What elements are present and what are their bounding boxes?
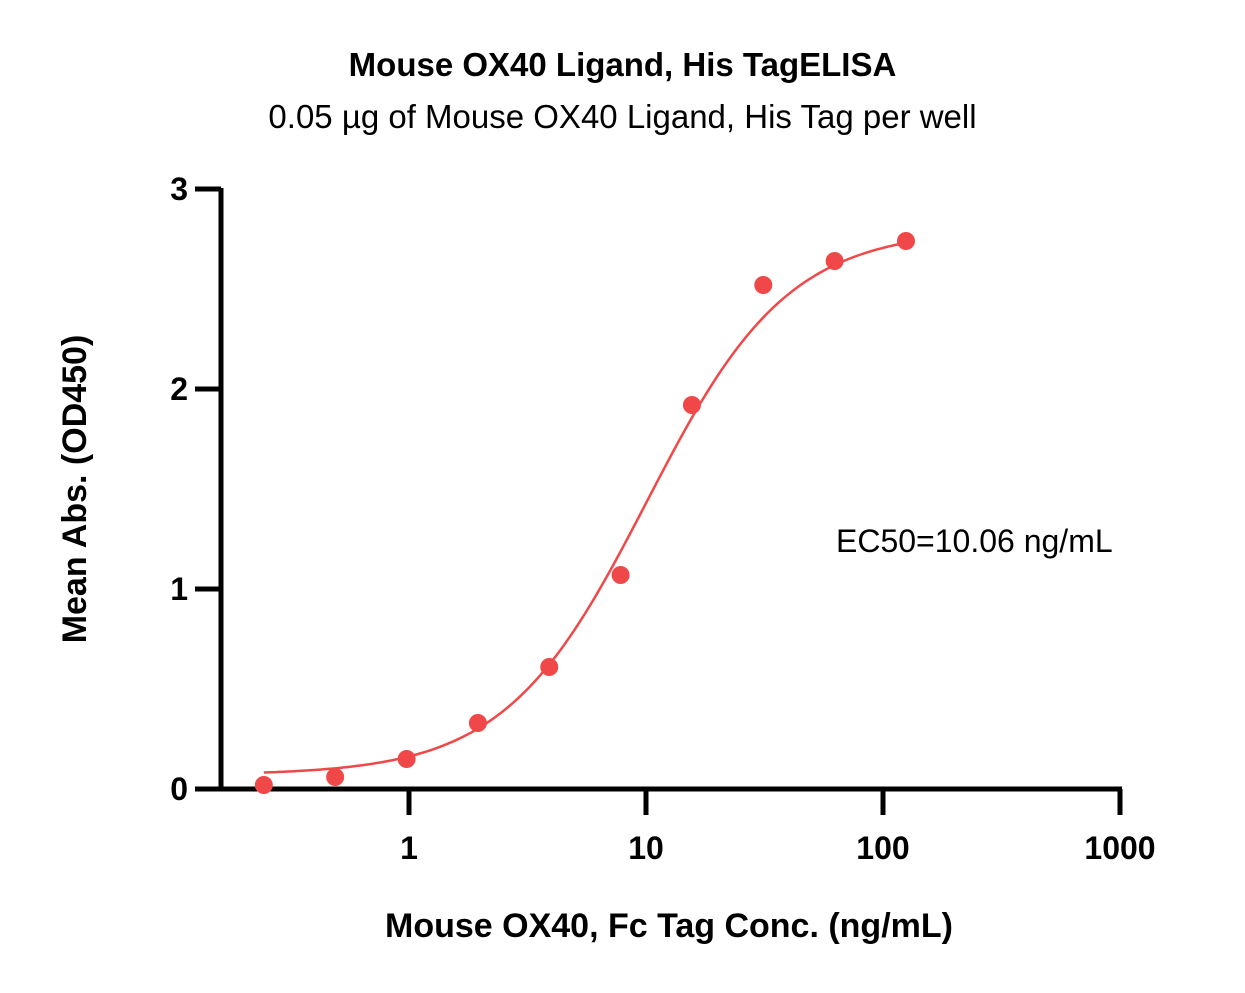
- chart-subtitle: 0.05 µg of Mouse OX40 Ligand, His Tag pe…: [268, 98, 977, 135]
- data-point: [611, 566, 630, 584]
- data-point: [682, 396, 701, 414]
- chart-title: Mouse OX40 Ligand, His TagELISA: [348, 46, 897, 83]
- data-point: [896, 232, 915, 250]
- x-tick-label: 10: [628, 830, 664, 866]
- y-tick-label: 0: [170, 771, 188, 807]
- data-point: [468, 714, 487, 732]
- axes: [195, 188, 1122, 792]
- y-ticks: 0 1 2 3: [170, 171, 221, 807]
- data-point: [754, 276, 773, 294]
- x-ticks: 1 10 100 1000: [400, 789, 1156, 866]
- y-tick-label: 2: [170, 371, 188, 407]
- fit-curve: [263, 241, 907, 774]
- ec50-annotation: EC50=10.06 ng/mL: [836, 523, 1113, 559]
- x-axis-title: Mouse OX40, Fc Tag Conc. (ng/mL): [385, 907, 953, 945]
- y-axis-title: Mean Abs. (OD450): [56, 335, 94, 644]
- x-tick-label: 1: [400, 830, 418, 866]
- data-point: [254, 776, 273, 794]
- data-point: [825, 252, 844, 270]
- data-points: [254, 232, 915, 794]
- x-tick-label: 100: [856, 830, 909, 866]
- y-tick-label: 3: [170, 171, 188, 207]
- y-tick-label: 1: [170, 571, 188, 607]
- data-point: [326, 768, 345, 786]
- data-point: [540, 658, 559, 676]
- x-tick-label: 1000: [1084, 830, 1155, 866]
- data-point: [397, 750, 416, 768]
